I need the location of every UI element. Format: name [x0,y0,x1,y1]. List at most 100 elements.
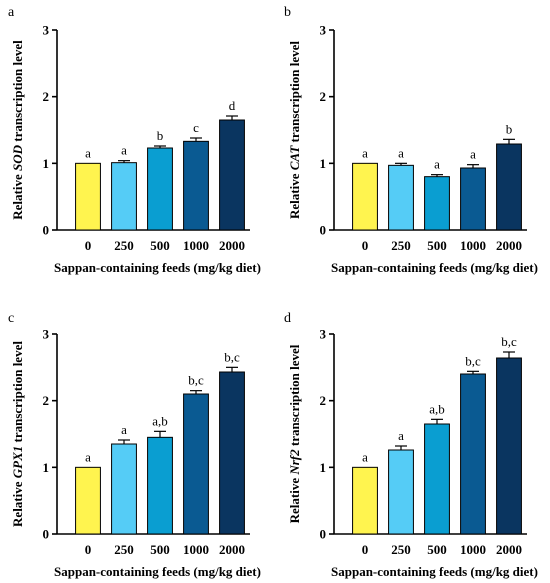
y-tick-label: 2 [43,89,50,104]
y-axis-title-prefix: Relative [10,478,25,527]
chart-panel-b: b 0 1 2 3 a 0 a 250 a 500 a 1000 b 2000 Sappan-containi… [284,5,538,275]
y-axis-title-prefix: Relative [287,170,302,219]
bar-0 [75,162,101,231]
y-axis-title-suffix: transcription level [287,344,302,449]
y-axis-title-suffix: transcription level [10,341,25,446]
significance-label: b,c [501,334,517,349]
panel-letter: a [8,5,15,20]
y-tick-label: 1 [43,156,50,171]
significance-label: b,c [465,353,481,368]
y-axis-title-suffix: transcription level [10,40,25,145]
bar-1000 [183,393,209,535]
significance-label: a [121,422,127,437]
significance-label: b [506,121,513,136]
bar-250 [388,164,414,231]
y-tick-label: 2 [43,393,50,408]
y-tick-label: 2 [320,393,327,408]
bar-250 [388,449,414,535]
significance-label: a [362,145,368,160]
bar-250 [111,443,137,535]
x-tick-label: 2000 [219,542,245,557]
x-tick-label: 1000 [460,238,486,253]
significance-label: a [85,145,91,160]
x-axis-title: Sappan-containing feeds (mg/kg diet) [331,564,538,579]
significance-label: a [398,428,404,443]
y-tick-label: 3 [43,23,50,38]
bar-0 [352,466,378,535]
x-tick-label: 250 [391,238,411,253]
y-tick-label: 0 [43,223,50,238]
significance-label: a [434,157,440,172]
significance-label: b,c [188,373,204,388]
bar-2000 [496,357,522,535]
y-tick-label: 1 [43,460,50,475]
chart-panel-d: d 0 1 2 3 a 0 a 250 a,b 500 b,c 1000 b,c 2000 Sappan-co… [284,311,538,579]
bar-0 [352,162,378,231]
significance-label: a,b [152,413,168,428]
bar-1000 [460,167,486,231]
x-tick-label: 1000 [183,542,209,557]
y-tick-label: 3 [320,327,327,342]
y-axis-title-prefix: Relative [287,475,302,524]
panel-letter: b [284,5,291,20]
bar-1000 [183,140,209,231]
y-tick-label: 0 [320,223,327,238]
bar-500 [424,423,450,535]
x-tick-label: 0 [362,542,369,557]
x-tick-label: 1000 [183,238,209,253]
x-axis-title: Sappan-containing feeds (mg/kg diet) [331,260,538,275]
y-axis-title: Relative SOD transcription level [10,40,25,220]
bar-2000 [219,119,245,231]
bar-2000 [219,371,245,535]
panel-letter: d [284,311,291,326]
x-axis-title: Sappan-containing feeds (mg/kg diet) [54,260,261,275]
significance-label: c [193,120,199,135]
panel-letter: c [8,311,14,326]
significance-label: a,b [429,401,445,416]
bar-500 [147,436,173,535]
x-tick-label: 2000 [496,542,522,557]
significance-label: d [229,98,236,113]
y-tick-label: 0 [43,527,50,542]
x-axis-title: Sappan-containing feeds (mg/kg diet) [54,564,261,579]
y-axis-title-suffix: transcription level [287,41,302,146]
x-tick-label: 250 [114,238,134,253]
y-axis-title-gene: CAT [287,145,302,171]
y-axis-title-prefix: Relative [10,171,25,220]
x-tick-label: 0 [362,238,369,253]
y-axis-title: Relative CAT transcription level [287,41,302,219]
y-tick-label: 1 [320,460,327,475]
bar-250 [111,162,137,231]
x-tick-label: 2000 [219,238,245,253]
bar-2000 [496,143,522,231]
significance-label: a [362,449,368,464]
y-axis-title-gene: Nrf2 [287,449,302,476]
y-tick-label: 0 [320,527,327,542]
x-tick-label: 250 [391,542,411,557]
y-tick-label: 3 [43,327,50,342]
significance-label: a [470,147,476,162]
chart-panel-a: a 0 1 2 3 a 0 a 250 b 500 c 1000 d 2000 Sappan-containi… [8,5,261,275]
bar-1000 [460,373,486,535]
significance-label: a [85,449,91,464]
x-tick-label: 0 [85,238,92,253]
significance-label: a [121,143,127,158]
x-tick-label: 500 [427,542,447,557]
bar-500 [147,147,173,231]
bar-0 [75,466,101,535]
x-tick-label: 500 [150,238,170,253]
x-tick-label: 500 [150,542,170,557]
x-tick-label: 250 [114,542,134,557]
bar-500 [424,176,450,231]
x-tick-label: 2000 [496,238,522,253]
significance-label: b [157,128,164,143]
y-axis-title: Relative GPX1 transcription level [10,341,25,527]
y-tick-label: 2 [320,89,327,104]
y-tick-label: 1 [320,156,327,171]
significance-label: b,c [224,349,240,364]
y-axis-title: Relative Nrf2 transcription level [287,344,302,523]
y-axis-title-gene: GPX1 [10,446,25,479]
y-axis-title-gene: SOD [10,144,25,171]
chart-panel-c: c 0 1 2 3 a 0 a 250 a,b 500 b,c 1000 b,c 2000 Sappan-co… [8,311,261,579]
